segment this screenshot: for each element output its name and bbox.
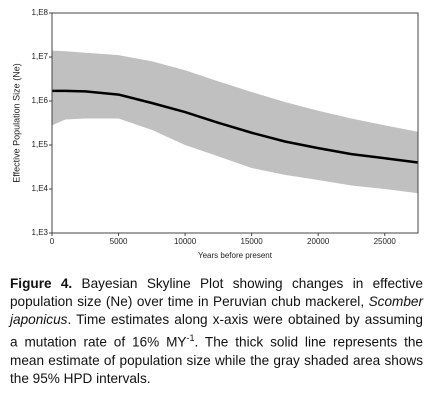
x-axis-label: Years before present bbox=[198, 251, 273, 260]
y-tick-label: 1,E6 bbox=[32, 96, 49, 105]
y-tick-label: 1,E7 bbox=[32, 52, 49, 61]
y-tick-label: 1,E4 bbox=[32, 184, 49, 193]
caption-text: Bayesian Skyline Plot showing changes in… bbox=[10, 276, 423, 309]
x-tick-label: 25000 bbox=[374, 237, 397, 246]
y-tick-label: 1,E5 bbox=[32, 140, 49, 149]
x-tick-label: 15000 bbox=[241, 237, 264, 246]
x-tick-label: 10000 bbox=[174, 237, 197, 246]
caption-text: . The thick solid line represents the me… bbox=[10, 334, 423, 386]
caption-text: . Time estimates along x-axis were obtai… bbox=[10, 312, 423, 350]
y-axis-label: Effective Population Size (Ne) bbox=[11, 63, 21, 182]
y-tick-label: 1,E8 bbox=[32, 8, 49, 17]
caption-label: Figure 4. bbox=[10, 276, 73, 291]
hpd-band bbox=[52, 50, 418, 194]
x-tick-label: 20000 bbox=[307, 237, 330, 246]
caption-species: Scomber japonicus bbox=[10, 294, 423, 327]
mean-line bbox=[52, 89, 419, 164]
x-tick-label: 0 bbox=[50, 237, 55, 246]
caption: Figure 4. Bayesian Skyline Plot showing … bbox=[10, 275, 423, 388]
plot-frame bbox=[51, 12, 419, 234]
y-tick-label: 1,E3 bbox=[32, 228, 49, 237]
chart: Years before present Effective Populatio… bbox=[11, 8, 419, 260]
x-tick-label: 5000 bbox=[110, 237, 128, 246]
caption-sup: -1 bbox=[186, 333, 195, 343]
